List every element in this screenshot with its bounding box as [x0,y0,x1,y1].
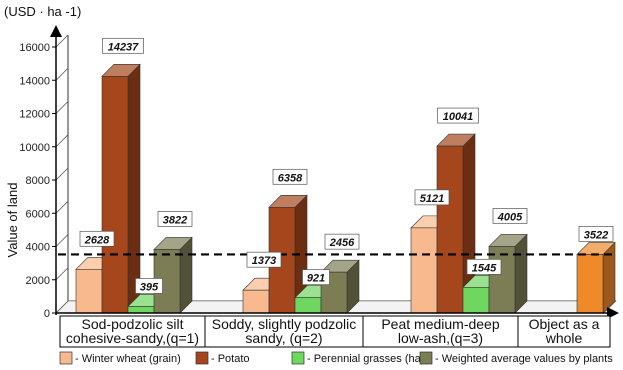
bar-2-0-front [410,227,438,314]
value-label-0-2-box [135,278,163,294]
value-label-0-3: 3822 [163,214,187,226]
category-label-0: Sod-podzolic silt [82,316,184,332]
y-tick-depth [55,34,69,48]
bar-2-3-side [514,233,528,314]
value-label-whole-box [578,226,614,242]
y-tick-label: 2000 [26,275,50,287]
value-label-1-2: 921 [307,273,325,285]
category-label-1: Soddy, slightly podzolic [212,316,356,332]
legend-swatch-1 [195,351,209,365]
category-label-2: Peat medium-deep [381,316,500,332]
y-axis-label: Value of land [5,183,20,258]
y-tick-depth [55,234,69,247]
value-label-2-1-box [437,107,479,124]
category-label-3: Object as a [529,316,600,332]
category-label-0: cohesive-sandy,(q=1) [66,330,199,346]
value-label-2-2-box [466,258,502,275]
bar-0-3-side [179,236,193,314]
bar-0-3 [153,236,193,314]
category-label-1: sandy, (q=2) [245,330,322,346]
value-label-1-0-box [246,251,282,268]
y-tick-depth [55,267,69,281]
bar-2-2-front [462,287,490,314]
bar-2-1-front [436,145,464,314]
y-tick-depth [55,200,69,214]
value-label-1-0: 1373 [252,255,276,267]
value-label-1-2-box [302,269,330,286]
y-tick-label: 8000 [26,175,50,187]
value-label-whole: 3522 [584,229,608,241]
y-tick-label: 14000 [19,75,50,87]
y-tick-depth [55,300,69,314]
legend-label-0: - Winter wheat (grain) [75,353,181,365]
value-label-2-0: 5121 [420,193,444,205]
y-tick-label: 10000 [19,142,50,154]
value-label-2-1: 10041 [443,111,474,123]
bar-0-1-front [101,76,129,314]
y-tick-depth [55,134,69,148]
bar-1-0-front [242,289,270,314]
value-label-0-3-box [157,211,193,227]
bar-1-2-front [294,297,322,314]
legend-label-3: - Weighted average values by plants [435,353,613,365]
value-label-0-2: 395 [140,281,159,293]
legend-label-1: - Potato [211,353,250,365]
value-label-0-0: 2628 [84,234,110,246]
value-label-0-0-box [79,230,115,247]
bar-0-2-front [127,306,155,314]
value-label-1-1: 6358 [278,172,303,184]
legend-swatch-2 [291,351,305,365]
value-label-2-0-box [414,189,450,206]
value-label-0-1: 14237 [108,41,139,53]
y-tick-label: 4000 [26,242,50,254]
bar-1-3 [320,259,360,314]
value-label-2-3: 4005 [497,211,523,223]
value-label-1-1-box [272,168,308,185]
y-tick-label: 6000 [26,208,50,220]
bar-0-1-side [127,63,141,314]
legend-swatch-0 [59,351,73,365]
value-label-2-3-box [492,208,528,224]
value-label-0-1-box [102,37,144,54]
value-label-2-2: 1545 [472,262,497,274]
value-label-1-3: 2456 [329,237,355,249]
bar-whole [576,241,616,314]
bar-2-3-front [488,246,516,314]
legend-label-2: - Perennial grasses (hay) [307,353,430,365]
y-tick-depth [55,167,69,181]
y-tick-depth [55,101,69,114]
category-label-3: whole [545,330,583,346]
bar-0-0-front [75,269,103,314]
y-tick-label: 16000 [19,42,50,54]
y-tick-label: 0 [44,308,50,320]
y-tick-depth [55,67,69,81]
category-label-2: low-ash,(q=3) [398,330,483,346]
value-label-1-3-box [324,233,360,250]
bar-0-1 [101,63,141,314]
unit-label: (USD · ha -1) [4,4,81,19]
bar-whole-front [576,254,604,314]
legend-swatch-3 [419,351,433,365]
y-tick-label: 12000 [19,109,50,121]
